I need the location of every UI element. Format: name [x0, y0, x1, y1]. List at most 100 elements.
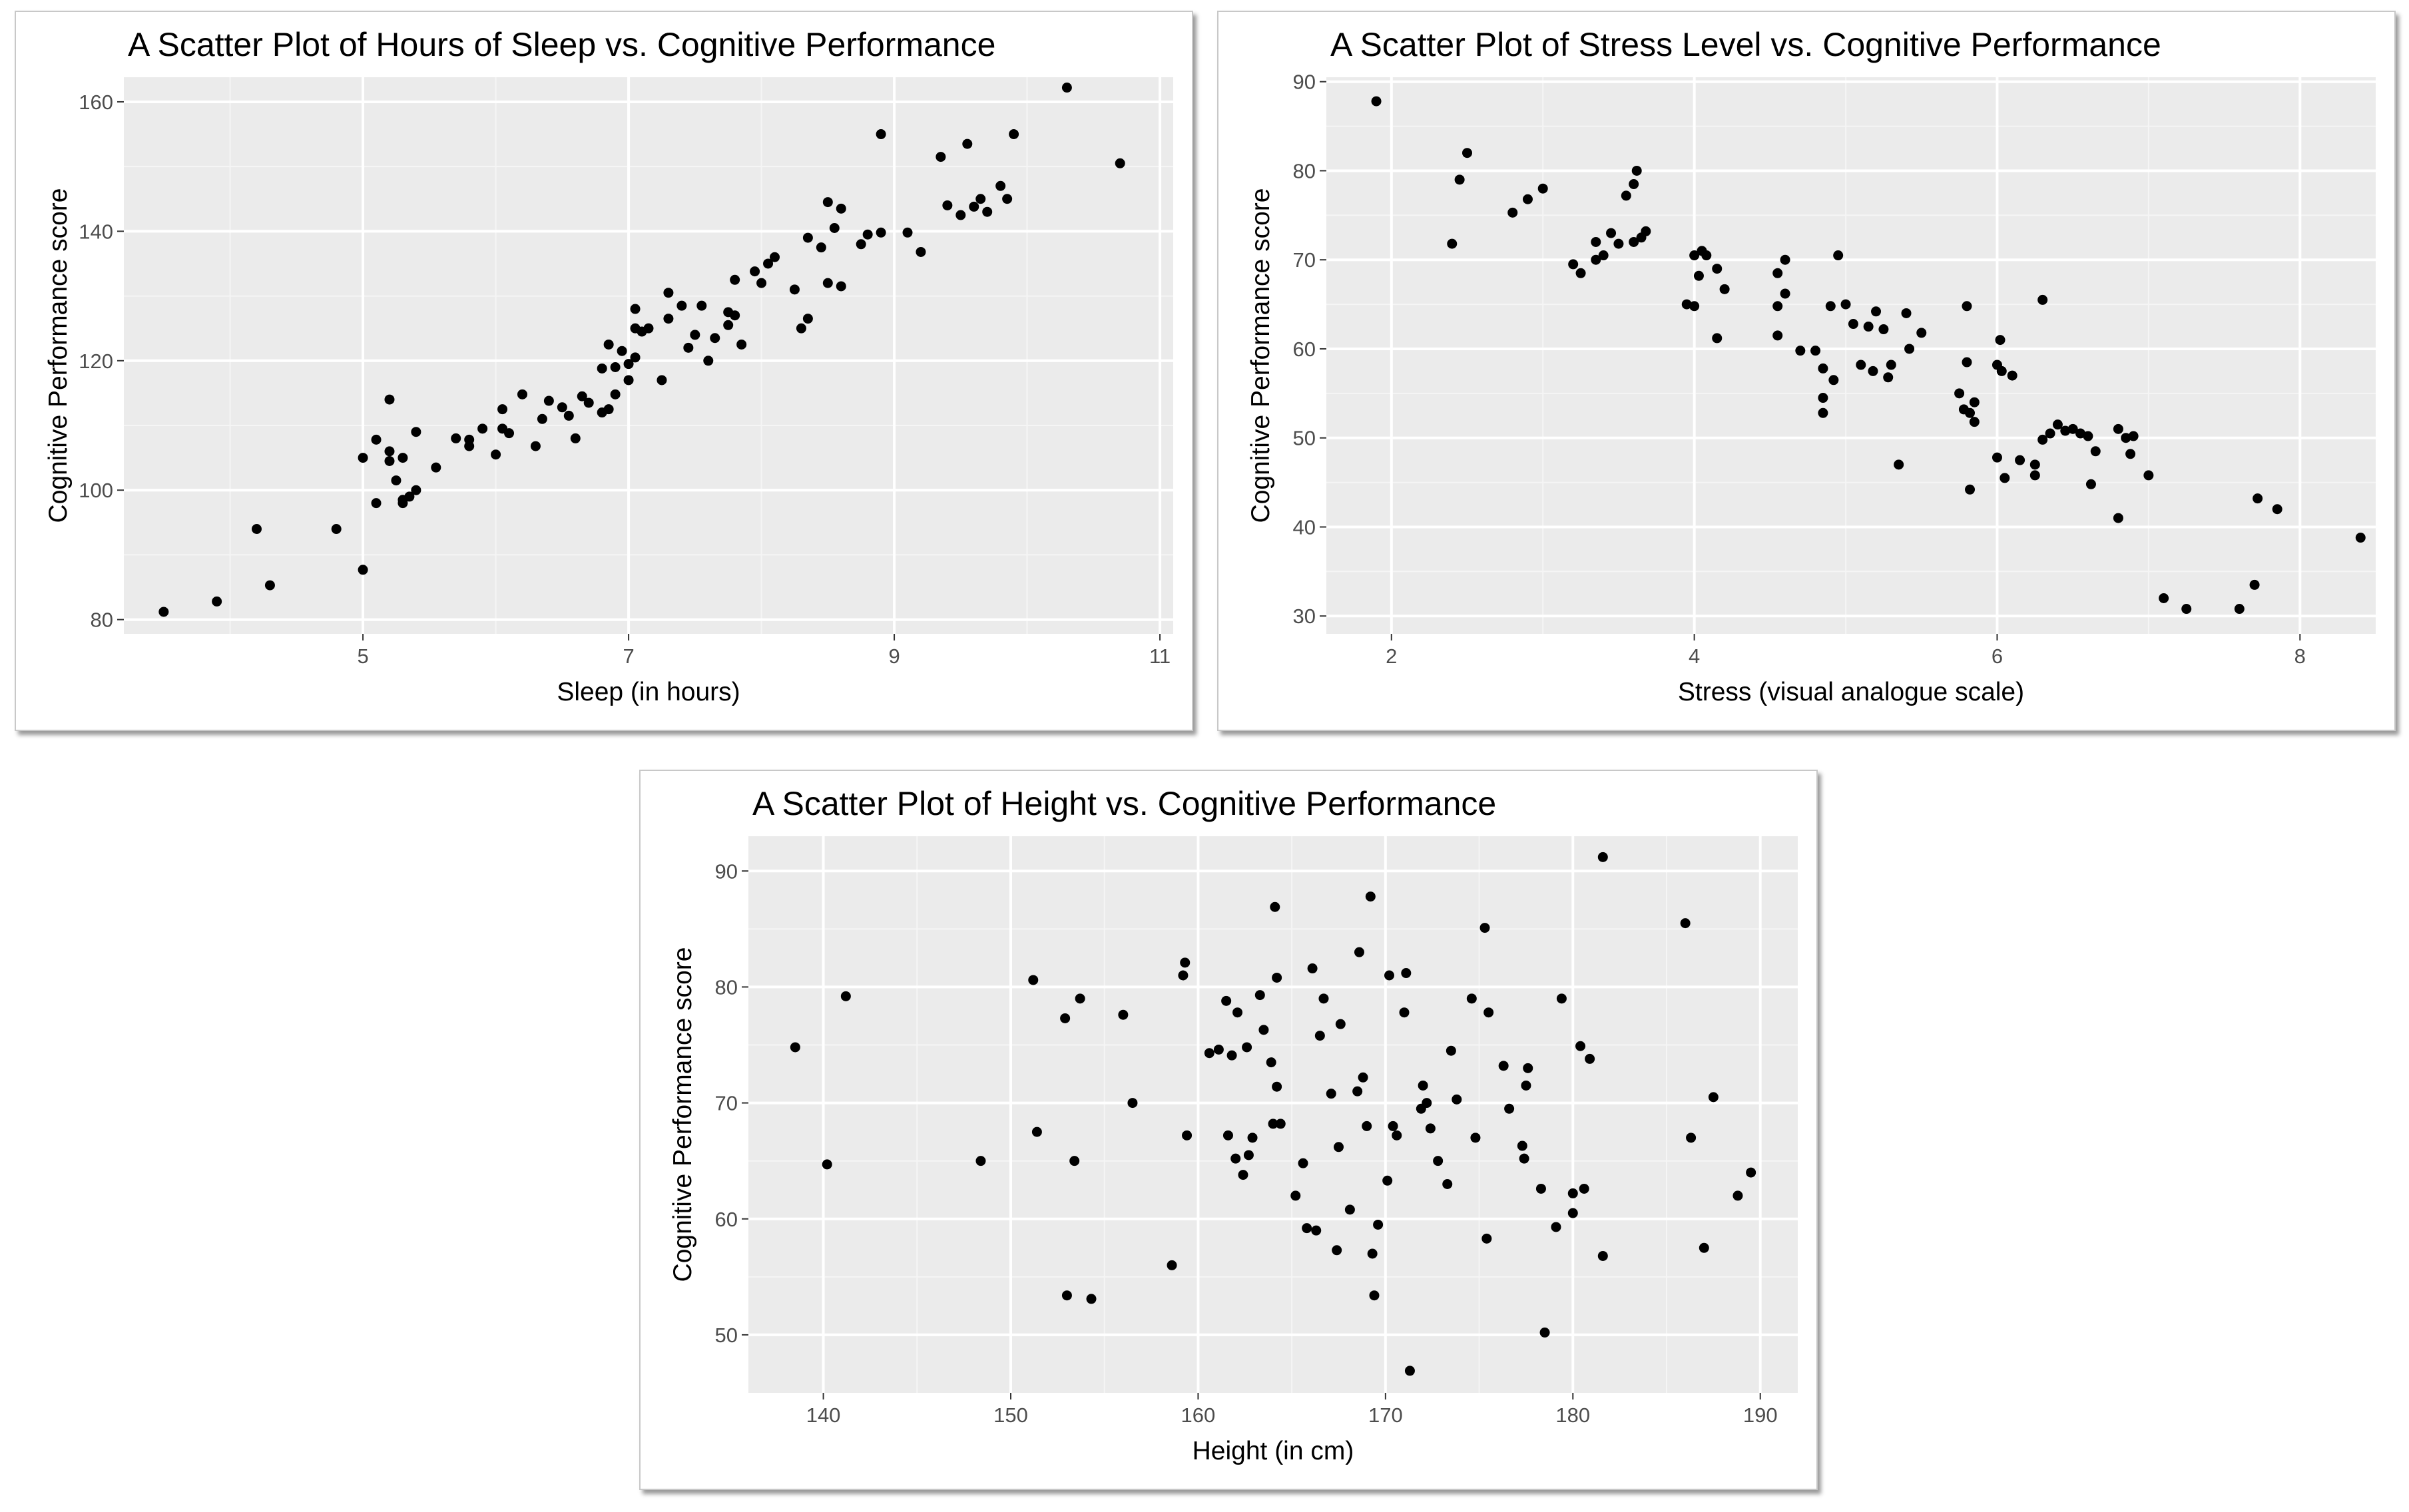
data-point — [1302, 1223, 1312, 1234]
data-point — [1373, 1219, 1384, 1230]
y-tick-label: 90 — [715, 860, 738, 883]
data-point — [358, 453, 368, 463]
data-point — [2253, 493, 2263, 504]
data-point — [822, 197, 833, 208]
data-point — [398, 453, 408, 463]
data-point — [975, 1156, 986, 1166]
data-point — [504, 428, 515, 439]
data-point — [942, 200, 953, 210]
x-axis-label: Stress (visual analogue scale) — [1678, 678, 2024, 706]
data-point — [1086, 1294, 1097, 1304]
data-point — [1567, 1208, 1578, 1218]
data-point — [763, 258, 774, 269]
data-point — [497, 404, 508, 415]
data-point — [331, 524, 342, 535]
data-point — [1772, 301, 1783, 312]
data-point — [1335, 1019, 1346, 1029]
data-point — [623, 359, 634, 370]
data-point — [1965, 407, 1976, 418]
data-point — [1962, 357, 1972, 368]
data-point — [730, 310, 740, 321]
data-point — [1061, 83, 1072, 93]
x-tick-label: 150 — [993, 1403, 1028, 1427]
data-point — [710, 333, 720, 344]
y-tick-label: 100 — [79, 479, 113, 502]
data-point — [2067, 423, 2078, 434]
data-point — [477, 423, 488, 434]
scatter-chart-sleep: A Scatter Plot of Hours of Sleep vs. Cog… — [44, 26, 1173, 706]
data-point — [1028, 975, 1039, 985]
data-point — [2029, 459, 2040, 470]
data-point — [2128, 431, 2139, 441]
data-point — [2234, 604, 2245, 615]
data-point — [2085, 479, 2096, 489]
data-point — [597, 363, 607, 374]
data-point — [1422, 1098, 1432, 1109]
data-point — [1442, 1179, 1453, 1189]
data-point — [1539, 1327, 1550, 1338]
data-point — [1362, 1121, 1372, 1131]
data-point — [610, 362, 621, 372]
data-point — [1894, 459, 1904, 470]
data-point — [1178, 970, 1189, 981]
data-point — [1810, 346, 1821, 356]
data-point — [802, 232, 813, 243]
scatter-chart-stress: A Scatter Plot of Stress Level vs. Cogni… — [1246, 26, 2376, 706]
data-point — [1883, 372, 1894, 383]
data-point — [1780, 288, 1790, 299]
data-point — [1856, 360, 1866, 370]
data-point — [1258, 1025, 1269, 1035]
data-point — [902, 227, 913, 238]
data-point — [750, 266, 760, 277]
data-point — [995, 180, 1006, 191]
data-point — [1182, 1130, 1193, 1140]
data-point — [1521, 1080, 1531, 1091]
data-point — [1270, 901, 1280, 912]
data-point — [2181, 604, 2192, 615]
data-point — [1298, 1158, 1308, 1168]
x-tick-label: 140 — [806, 1403, 841, 1427]
data-point — [1535, 1183, 1546, 1194]
data-point — [876, 129, 886, 140]
data-point — [358, 565, 368, 575]
data-point — [1556, 993, 1567, 1004]
data-point — [969, 201, 979, 212]
data-point — [1466, 993, 1477, 1004]
data-point — [1598, 250, 1609, 261]
data-point — [1115, 158, 1125, 168]
data-point — [1606, 228, 1617, 238]
data-point — [822, 1159, 832, 1170]
data-point — [1969, 397, 1980, 407]
data-point — [1962, 301, 1972, 312]
data-point — [491, 449, 501, 460]
x-tick-label: 11 — [1149, 644, 1171, 668]
y-tick-label: 140 — [79, 220, 113, 243]
data-point — [1498, 1061, 1509, 1071]
data-point — [1226, 1050, 1237, 1061]
data-point — [789, 284, 800, 295]
data-point — [1230, 1153, 1241, 1164]
data-point — [1996, 366, 2007, 376]
x-tick-label: 160 — [1181, 1403, 1216, 1427]
data-point — [1392, 1130, 1402, 1140]
data-point — [1272, 1081, 1282, 1092]
data-point — [603, 404, 614, 415]
data-point — [1275, 1119, 1286, 1129]
data-point — [1404, 1366, 1415, 1376]
data-point — [2015, 455, 2025, 465]
data-point — [802, 314, 813, 324]
data-point — [1848, 319, 1858, 330]
data-point — [770, 252, 780, 262]
data-point — [663, 314, 674, 324]
data-point — [2355, 533, 2366, 543]
data-point — [2249, 579, 2260, 590]
data-point — [1425, 1123, 1436, 1134]
data-point — [251, 524, 262, 535]
data-point — [836, 281, 846, 292]
data-point — [1222, 1130, 1233, 1140]
data-point — [1318, 993, 1329, 1004]
x-tick-label: 2 — [1386, 644, 1397, 668]
data-point — [1686, 1133, 1697, 1143]
data-point — [1002, 194, 1013, 204]
data-point — [2045, 428, 2055, 439]
